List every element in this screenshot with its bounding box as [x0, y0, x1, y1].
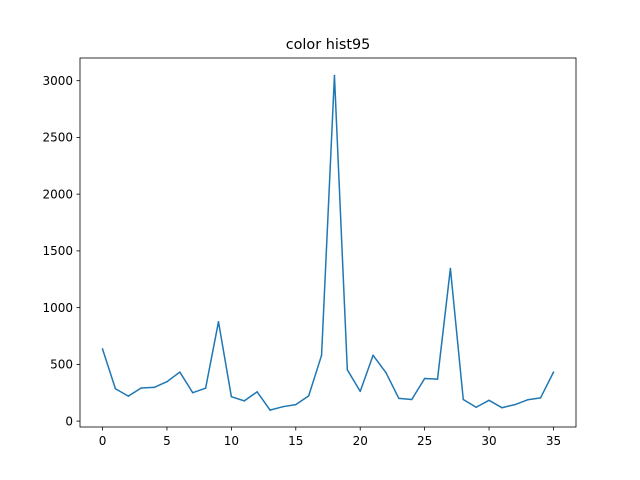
data-point	[140, 387, 142, 389]
data-point	[501, 406, 503, 409]
data-point	[307, 395, 310, 397]
chart-title: color hist95	[286, 37, 371, 53]
data-point	[282, 405, 284, 408]
data-point	[514, 403, 516, 406]
data-point	[552, 371, 555, 374]
series-line-0	[101, 74, 555, 411]
data-point	[539, 397, 542, 399]
y-tick-label: 2500	[42, 131, 73, 145]
data-point	[191, 391, 194, 394]
x-tick-label: 35	[546, 434, 561, 448]
x-tick-label: 15	[288, 434, 303, 448]
data-point	[269, 409, 271, 411]
y-tick-label: 1000	[42, 301, 73, 315]
y-tick-label: 1500	[42, 244, 73, 258]
data-point	[243, 400, 246, 402]
data-point	[436, 378, 439, 380]
y-tick-label: 2000	[42, 187, 73, 201]
data-point	[372, 354, 374, 357]
data-point	[346, 369, 349, 371]
data-point	[127, 395, 130, 397]
data-point	[462, 398, 465, 401]
x-tick-label: 20	[353, 434, 368, 448]
data-point	[217, 321, 220, 323]
data-point	[410, 398, 413, 401]
data-point	[166, 380, 168, 383]
x-tick-label: 10	[224, 434, 239, 448]
data-point	[359, 390, 361, 393]
y-tick-label: 0	[65, 414, 73, 428]
data-point	[333, 74, 336, 77]
x-tick-label: 30	[481, 434, 496, 448]
data-point	[423, 377, 426, 380]
data-point	[526, 399, 529, 401]
data-point	[179, 371, 181, 373]
y-tick-label: 500	[50, 358, 73, 372]
x-tick-label: 5	[163, 434, 171, 448]
y-tick-label: 3000	[42, 74, 73, 88]
data-point	[449, 267, 452, 270]
x-tick-label: 0	[99, 434, 107, 448]
data-point	[153, 386, 155, 389]
data-point	[101, 348, 104, 350]
data-point	[398, 397, 400, 400]
data-point	[488, 399, 490, 402]
data-point	[230, 395, 233, 398]
data-point	[385, 371, 387, 374]
data-point	[295, 403, 297, 406]
data-point	[204, 387, 207, 389]
x-tick-label: 25	[417, 434, 432, 448]
data-point	[256, 391, 258, 393]
data-point	[320, 354, 323, 357]
plot-frame	[79, 57, 577, 428]
data-point	[114, 388, 117, 390]
data-point	[475, 406, 477, 409]
